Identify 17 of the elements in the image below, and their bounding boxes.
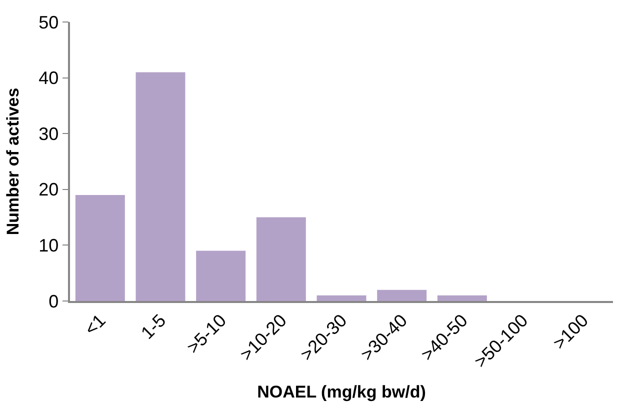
y-axis-title: Number of actives [4,88,23,236]
y-tick-label: 40 [38,68,59,88]
x-tick-label: 1-5 [137,310,170,343]
bar [256,217,306,301]
x-axis-title: NOAEL (mg/kg bw/d) [257,382,426,402]
bar [136,72,186,301]
bar [377,290,427,301]
y-tick-label: 30 [38,124,59,144]
x-tick-label: <1 [80,310,110,340]
bar [316,295,366,301]
bar [75,194,125,301]
y-tick-label: 50 [38,12,59,32]
bar [196,250,246,301]
y-tick-label: 10 [38,236,59,256]
y-tick-label: 20 [38,180,59,200]
y-tick-label: 0 [48,291,59,312]
bar [437,295,487,301]
